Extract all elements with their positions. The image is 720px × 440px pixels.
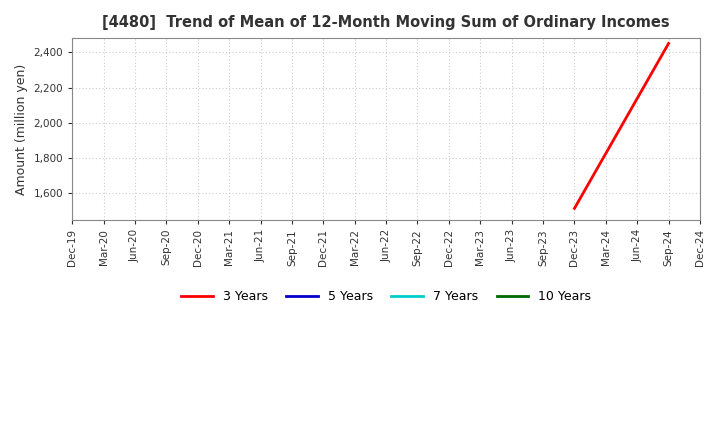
Y-axis label: Amount (million yen): Amount (million yen): [15, 63, 28, 194]
Legend: 3 Years, 5 Years, 7 Years, 10 Years: 3 Years, 5 Years, 7 Years, 10 Years: [176, 285, 596, 308]
Title: [4480]  Trend of Mean of 12-Month Moving Sum of Ordinary Incomes: [4480] Trend of Mean of 12-Month Moving …: [102, 15, 670, 30]
